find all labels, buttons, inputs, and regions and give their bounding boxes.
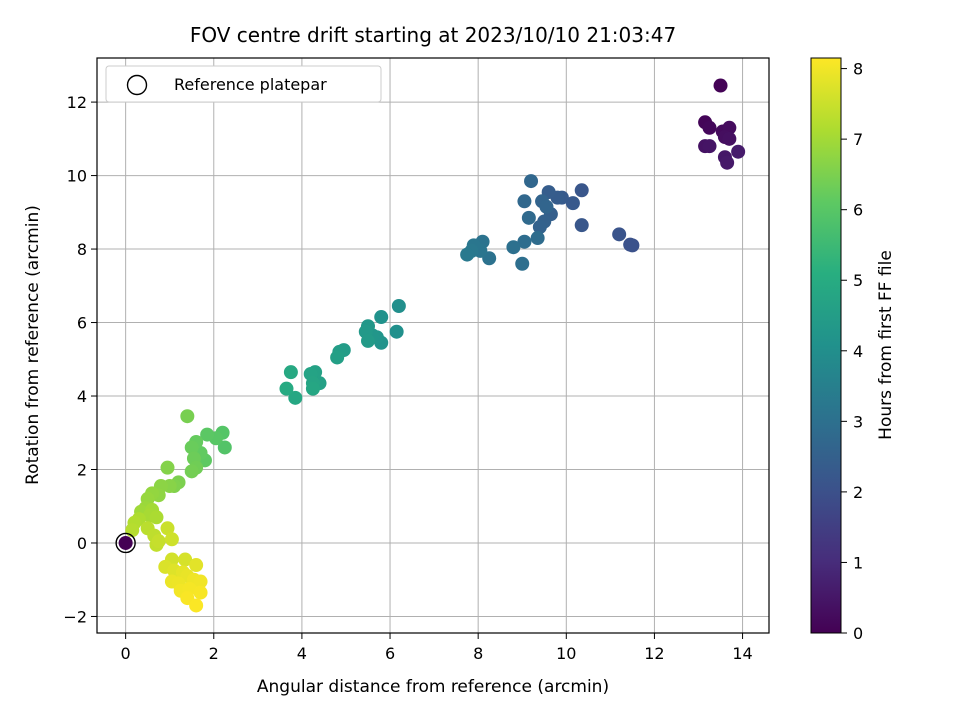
y-tick-label: 4 [77, 387, 87, 406]
grid [97, 58, 769, 633]
data-point [184, 440, 199, 455]
data-point [164, 532, 179, 547]
y-tick-label: 6 [77, 314, 87, 333]
data-point [702, 120, 717, 135]
data-point [530, 231, 545, 246]
data-point [515, 256, 530, 271]
data-point [532, 220, 547, 235]
data-point [184, 464, 199, 479]
colorbar: 0 1 2 3 4 5 6 7 8 Hours from first FF file [810, 57, 896, 643]
y-tick-label: 10 [67, 167, 87, 186]
data-point [391, 299, 406, 314]
data-point [200, 427, 215, 442]
data-point [702, 139, 717, 154]
colorbar-gradient [810, 57, 842, 634]
x-axis-label: Angular distance from reference (arcmin) [257, 677, 609, 697]
data-point [283, 365, 298, 380]
data-point [279, 381, 294, 396]
x-tick-label: 4 [297, 644, 307, 663]
data-point [539, 199, 554, 214]
x-tick-label: 8 [473, 644, 483, 663]
data-point [574, 183, 589, 198]
data-point [217, 440, 232, 455]
x-tick-label: 12 [644, 644, 664, 663]
data-point [574, 218, 589, 233]
x-tick-label: 14 [732, 644, 752, 663]
data-point [160, 521, 175, 536]
data-point [361, 333, 376, 348]
colorbar-tick-label: 0 [853, 624, 863, 643]
data-points [115, 78, 746, 613]
data-point [389, 324, 404, 339]
data-point [193, 574, 208, 589]
legend: Reference platepar [105, 65, 382, 103]
data-point [193, 585, 208, 600]
colorbar-tick-label: 5 [853, 271, 863, 290]
y-tick-label: 8 [77, 240, 87, 259]
data-point [330, 350, 345, 365]
data-point [720, 155, 735, 170]
data-point [118, 535, 133, 550]
data-point [612, 227, 627, 242]
y-tick-label: 0 [77, 534, 87, 553]
colorbar-tick-label: 6 [853, 201, 863, 220]
data-point [189, 558, 204, 573]
data-point [517, 234, 532, 249]
y-axis-ticks: −2 0 2 4 6 8 10 12 [63, 93, 97, 626]
data-point [189, 598, 204, 613]
colorbar-tick-label: 2 [853, 483, 863, 502]
data-point [178, 552, 193, 567]
data-point [460, 247, 475, 262]
colorbar-tick-label: 8 [853, 60, 863, 79]
data-point [160, 460, 175, 475]
data-point [149, 510, 164, 525]
data-point [374, 310, 389, 325]
data-point [517, 194, 532, 209]
y-tick-label: 2 [77, 461, 87, 480]
data-point [288, 390, 303, 405]
data-point [305, 381, 320, 396]
data-point [180, 409, 195, 424]
data-point [713, 78, 728, 93]
x-tick-label: 2 [209, 644, 219, 663]
y-tick-label: −2 [63, 607, 87, 626]
colorbar-tick-label: 4 [853, 342, 863, 361]
data-point [151, 534, 166, 549]
x-tick-label: 10 [556, 644, 576, 663]
reference-marker [115, 532, 136, 554]
legend-box [105, 65, 382, 103]
plot-frame [96, 57, 770, 634]
legend-marker [126, 74, 148, 96]
data-point [722, 131, 737, 146]
colorbar-tick-label: 7 [853, 130, 863, 149]
data-point [524, 174, 539, 189]
chart-title: FOV centre drift starting at 2023/10/10 … [190, 23, 676, 47]
colorbar-tick-label: 3 [853, 412, 863, 431]
y-axis-label: Rotation from reference (arcmin) [23, 205, 43, 485]
data-point [623, 237, 638, 252]
colorbar-ticks: 0 1 2 3 4 5 6 7 8 [841, 60, 863, 643]
legend-label: Reference platepar [174, 75, 327, 94]
x-tick-label: 6 [385, 644, 395, 663]
x-axis-ticks: 0 2 4 6 8 10 12 14 [121, 633, 753, 663]
y-tick-label: 12 [67, 93, 87, 112]
data-point [125, 523, 140, 538]
data-point [565, 196, 580, 211]
data-point [506, 240, 521, 255]
data-point [731, 144, 746, 159]
colorbar-label: Hours from first FF file [876, 250, 896, 440]
x-tick-label: 0 [121, 644, 131, 663]
data-point [521, 210, 536, 225]
colorbar-tick-label: 1 [853, 553, 863, 572]
